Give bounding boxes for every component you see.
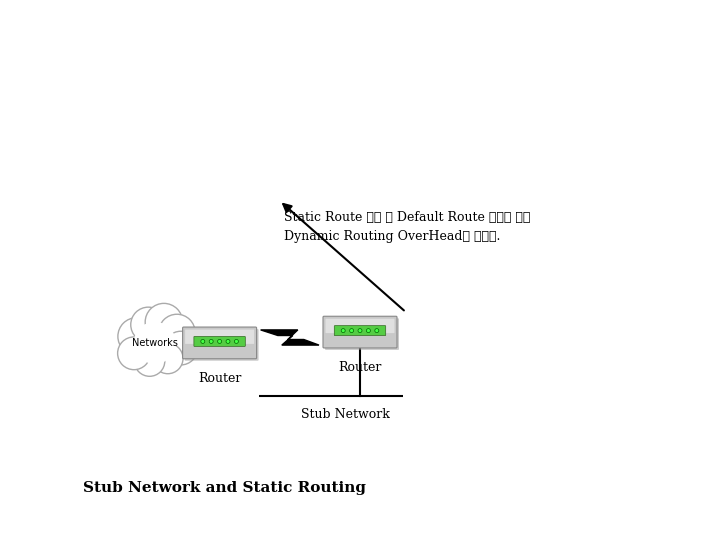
Circle shape <box>201 340 204 343</box>
Polygon shape <box>261 330 319 345</box>
Circle shape <box>341 329 345 333</box>
Text: Router: Router <box>338 361 382 374</box>
Circle shape <box>366 329 370 333</box>
Circle shape <box>217 340 222 343</box>
Text: Stub Network and Static Routing: Stub Network and Static Routing <box>83 481 366 495</box>
FancyBboxPatch shape <box>323 316 397 348</box>
Circle shape <box>226 340 230 343</box>
FancyBboxPatch shape <box>185 329 254 344</box>
FancyBboxPatch shape <box>325 318 399 350</box>
FancyBboxPatch shape <box>334 326 386 335</box>
Text: Router: Router <box>198 372 241 384</box>
FancyBboxPatch shape <box>183 327 256 359</box>
Circle shape <box>375 329 379 333</box>
Text: Static Route 사용 및 Default Route 설정을 하여
Dynamic Routing OverHead를 줄인다.: Static Route 사용 및 Default Route 설정을 하여 D… <box>284 211 531 242</box>
Circle shape <box>130 318 179 367</box>
Circle shape <box>164 331 198 365</box>
Circle shape <box>118 318 156 355</box>
Circle shape <box>210 340 213 343</box>
Circle shape <box>350 329 354 333</box>
Text: Networks: Networks <box>132 338 178 348</box>
Circle shape <box>134 322 176 364</box>
Circle shape <box>235 340 238 343</box>
Circle shape <box>135 346 165 376</box>
Circle shape <box>117 337 150 370</box>
FancyBboxPatch shape <box>194 336 246 346</box>
FancyBboxPatch shape <box>184 329 258 361</box>
FancyBboxPatch shape <box>325 319 395 333</box>
Circle shape <box>131 307 166 342</box>
Text: Stub Network: Stub Network <box>300 408 390 421</box>
Circle shape <box>145 303 183 341</box>
Circle shape <box>158 314 195 351</box>
Circle shape <box>153 343 183 374</box>
Circle shape <box>358 329 362 333</box>
